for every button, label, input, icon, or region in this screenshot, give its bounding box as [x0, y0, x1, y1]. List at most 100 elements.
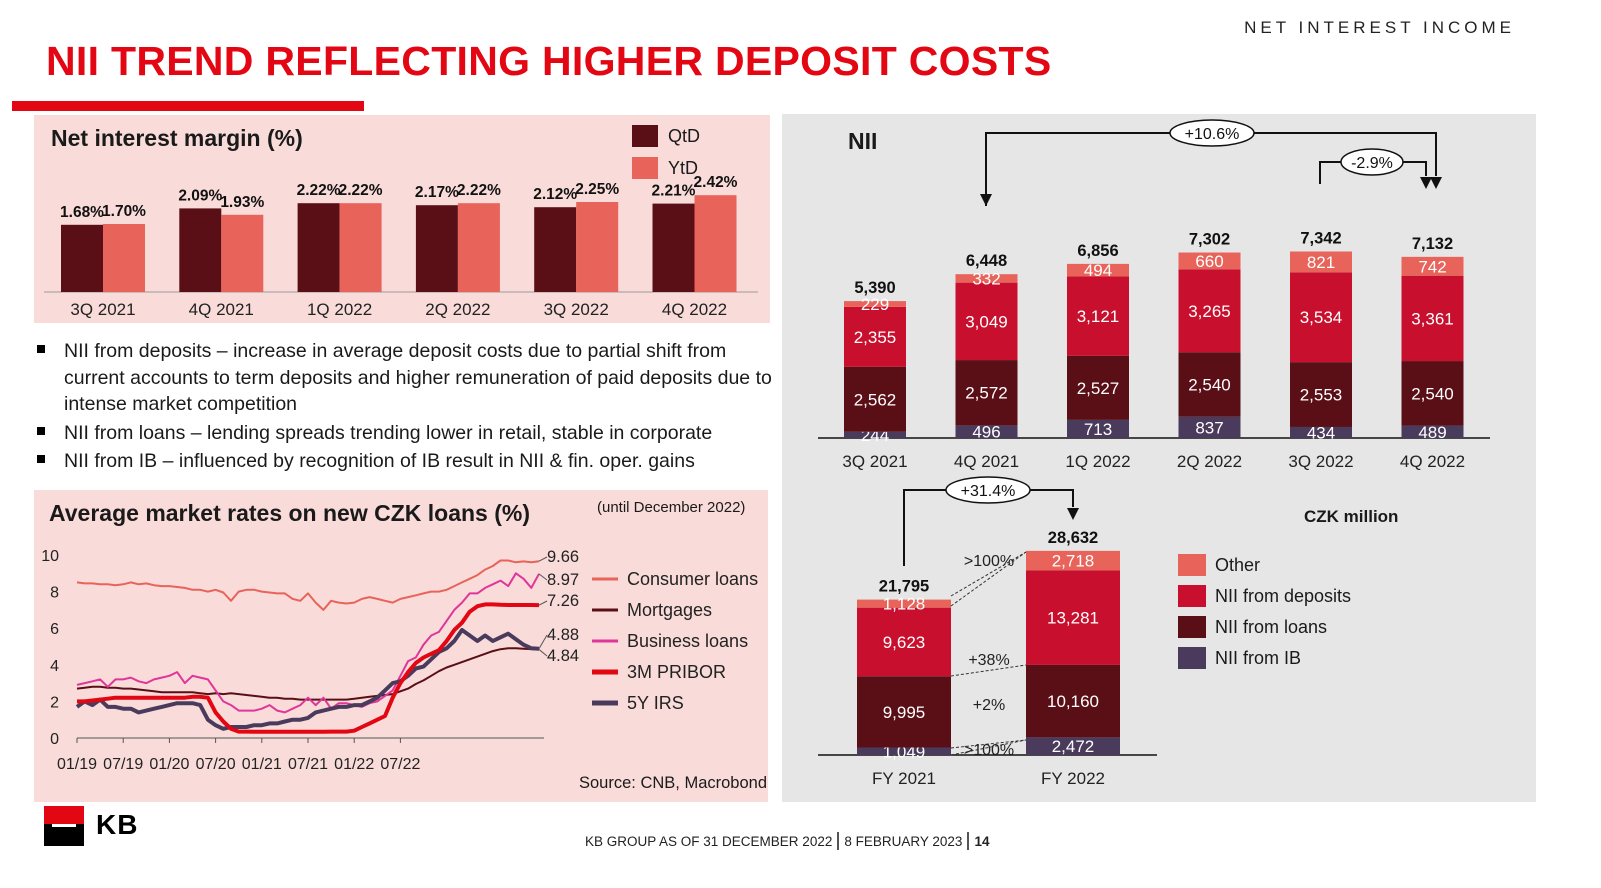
nim-x-label: 1Q 2022 — [307, 300, 372, 319]
nii-fy-change: >100% — [964, 742, 1014, 759]
legend-deposits-label: NII from deposits — [1215, 586, 1352, 606]
nii-panel: NII CZK million Other NII from deposits … — [782, 114, 1536, 802]
nii-q-seg-label: 3,534 — [1300, 308, 1343, 327]
footer-separator — [967, 832, 970, 850]
rates-end-leader — [538, 573, 548, 581]
nim-x-label: 4Q 2022 — [662, 300, 727, 319]
nii-q-seg-nii-from-deposits-1q-2022 — [1067, 276, 1129, 356]
nii-fy-total-label: 21,795 — [879, 578, 929, 596]
nii-q-seg-label: 2,562 — [854, 390, 897, 409]
rates-x-tick: 07/21 — [288, 756, 328, 773]
rates-end-label: 9.66 — [547, 548, 579, 566]
nii-q-seg-label: 2,527 — [1077, 379, 1120, 398]
nii-q-seg-nii-from-ib-1q-2022 — [1067, 419, 1129, 438]
nii-fy-seg-label: 1,128 — [883, 595, 926, 614]
legend-other-swatch — [1178, 554, 1206, 576]
nii-q-seg-label: 837 — [1195, 418, 1223, 437]
rates-title: Average market rates on new CZK loans (%… — [49, 500, 531, 526]
rates-legend-label: Consumer loans — [627, 569, 758, 589]
rates-end-leader — [538, 649, 548, 657]
rates-y-tick: 10 — [41, 548, 59, 565]
rates-y-tick: 2 — [50, 694, 59, 711]
nii-q-seg-label: 2,540 — [1188, 375, 1231, 394]
nii-q-seg-label: 332 — [972, 269, 1000, 288]
kb-logo-text: KB — [96, 809, 139, 840]
nii-q-x-label: 4Q 2021 — [954, 452, 1019, 471]
nii-q-x-label: 2Q 2022 — [1177, 452, 1242, 471]
nim-x-label: 2Q 2022 — [425, 300, 490, 319]
nii-q-total-label: 6,856 — [1077, 242, 1118, 260]
nii-fy-seg-label: 2,472 — [1052, 737, 1095, 756]
legend-loans-swatch — [1178, 616, 1206, 638]
legend-deposits-swatch — [1178, 585, 1206, 607]
nii-q-total-label: 7,342 — [1300, 230, 1341, 248]
nii-q-seg-other-3q-2021 — [844, 301, 906, 307]
rates-y-tick: 4 — [50, 658, 59, 675]
nii-arrowhead — [980, 194, 992, 206]
nii-q-seg-nii-from-loans-4q-2022 — [1401, 361, 1464, 426]
nii-q-seg-nii-from-loans-3q-2021 — [844, 366, 906, 432]
nii-q-seg-nii-from-loans-4q-2021 — [955, 360, 1018, 426]
nii-q-seg-label: 3,361 — [1411, 309, 1454, 328]
kb-logo-mark — [44, 806, 84, 846]
nii-q-seg-label: 3,265 — [1188, 302, 1231, 321]
nii-q-seg-nii-from-ib-4q-2022 — [1401, 425, 1464, 438]
bullet-deposits: NII from deposits – increase in average … — [34, 338, 774, 418]
footer-date: 8 FEBRUARY 2023 — [844, 834, 963, 849]
nii-fy-seg-nii-from-deposits-fy-2021 — [857, 607, 951, 677]
bullet-list: NII from deposits – increase in average … — [34, 338, 774, 477]
nii-arrowhead — [1430, 177, 1442, 189]
rates-end-label: 4.88 — [547, 626, 579, 644]
nii-q-seg-other-2q-2022 — [1178, 252, 1241, 270]
nii-callout-label: +10.6% — [1185, 126, 1240, 143]
bullet-marker — [37, 455, 45, 463]
nim-bar-ytd-1q-2022 — [339, 203, 382, 292]
nii-q-seg-label: 3,049 — [965, 312, 1008, 331]
nii-fy-seg-other-fy-2022 — [1026, 550, 1120, 571]
bullet-ib: NII from IB – influenced by recognition … — [34, 448, 774, 475]
nii-title: NII — [848, 128, 878, 154]
nii-fy-dashed — [950, 551, 1027, 597]
nii-fy-seg-nii-from-loans-fy-2021 — [857, 676, 951, 748]
nim-data-label: 1.68% — [60, 204, 104, 221]
nim-data-label: 2.42% — [694, 174, 738, 191]
nii-q-seg-label: 2,553 — [1300, 386, 1343, 405]
nii-q-seg-label: 713 — [1084, 420, 1112, 439]
legend-ib-swatch — [1178, 647, 1206, 669]
nii-fy-seg-label: 13,281 — [1047, 609, 1099, 628]
nii-fy-dashed — [950, 739, 1027, 749]
nii-fy-seg-nii-from-ib-fy-2021 — [857, 747, 951, 755]
nii-fy-x-label: FY 2022 — [1041, 769, 1105, 788]
bullet-ib-text: NII from IB – influenced by recognition … — [64, 450, 695, 472]
nii-fy-seg-label: 2,718 — [1052, 552, 1095, 571]
nii-callout-label: -2.9% — [1351, 155, 1393, 172]
nii-q-seg-nii-from-deposits-2q-2022 — [1178, 269, 1241, 353]
nii-q-total-label: 6,448 — [966, 252, 1007, 270]
nii-q-seg-nii-from-deposits-3q-2022 — [1290, 272, 1352, 363]
bullet-loans: NII from loans – lending spreads trendin… — [34, 420, 774, 447]
rates-x-tick: 07/22 — [380, 756, 420, 773]
rates-source: Source: CNB, Macrobond — [579, 774, 768, 792]
nii-q-seg-label: 821 — [1307, 253, 1335, 272]
nii-q-seg-nii-from-deposits-4q-2021 — [955, 282, 1018, 361]
nii-q-seg-nii-from-loans-2q-2022 — [1178, 352, 1241, 417]
nim-title: Net interest margin (%) — [51, 125, 303, 151]
nim-x-label: 3Q 2022 — [544, 300, 609, 319]
nii-q-x-label: 3Q 2021 — [842, 452, 907, 471]
nii-fy-seg-label: 9,995 — [883, 703, 926, 722]
nii-fy-seg-label: 9,623 — [883, 633, 926, 652]
nii-q-seg-nii-from-ib-3q-2021 — [844, 431, 906, 438]
nii-q-x-label: 1Q 2022 — [1065, 452, 1130, 471]
nii-q-seg-nii-from-ib-2q-2022 — [1178, 416, 1241, 438]
legend-ytd-swatch — [632, 157, 658, 179]
nii-callout-pill — [945, 476, 1031, 504]
nii-q-seg-label: 434 — [1307, 423, 1335, 442]
nim-bar-qtd-4q-2021 — [179, 208, 222, 292]
nii-q-x-label: 3Q 2022 — [1288, 452, 1353, 471]
nii-fy-x-label: FY 2021 — [872, 769, 936, 788]
rates-line-business-loans — [76, 572, 540, 714]
nim-data-label: 2.22% — [339, 182, 383, 199]
legend-qtd-label: QtD — [668, 126, 701, 146]
